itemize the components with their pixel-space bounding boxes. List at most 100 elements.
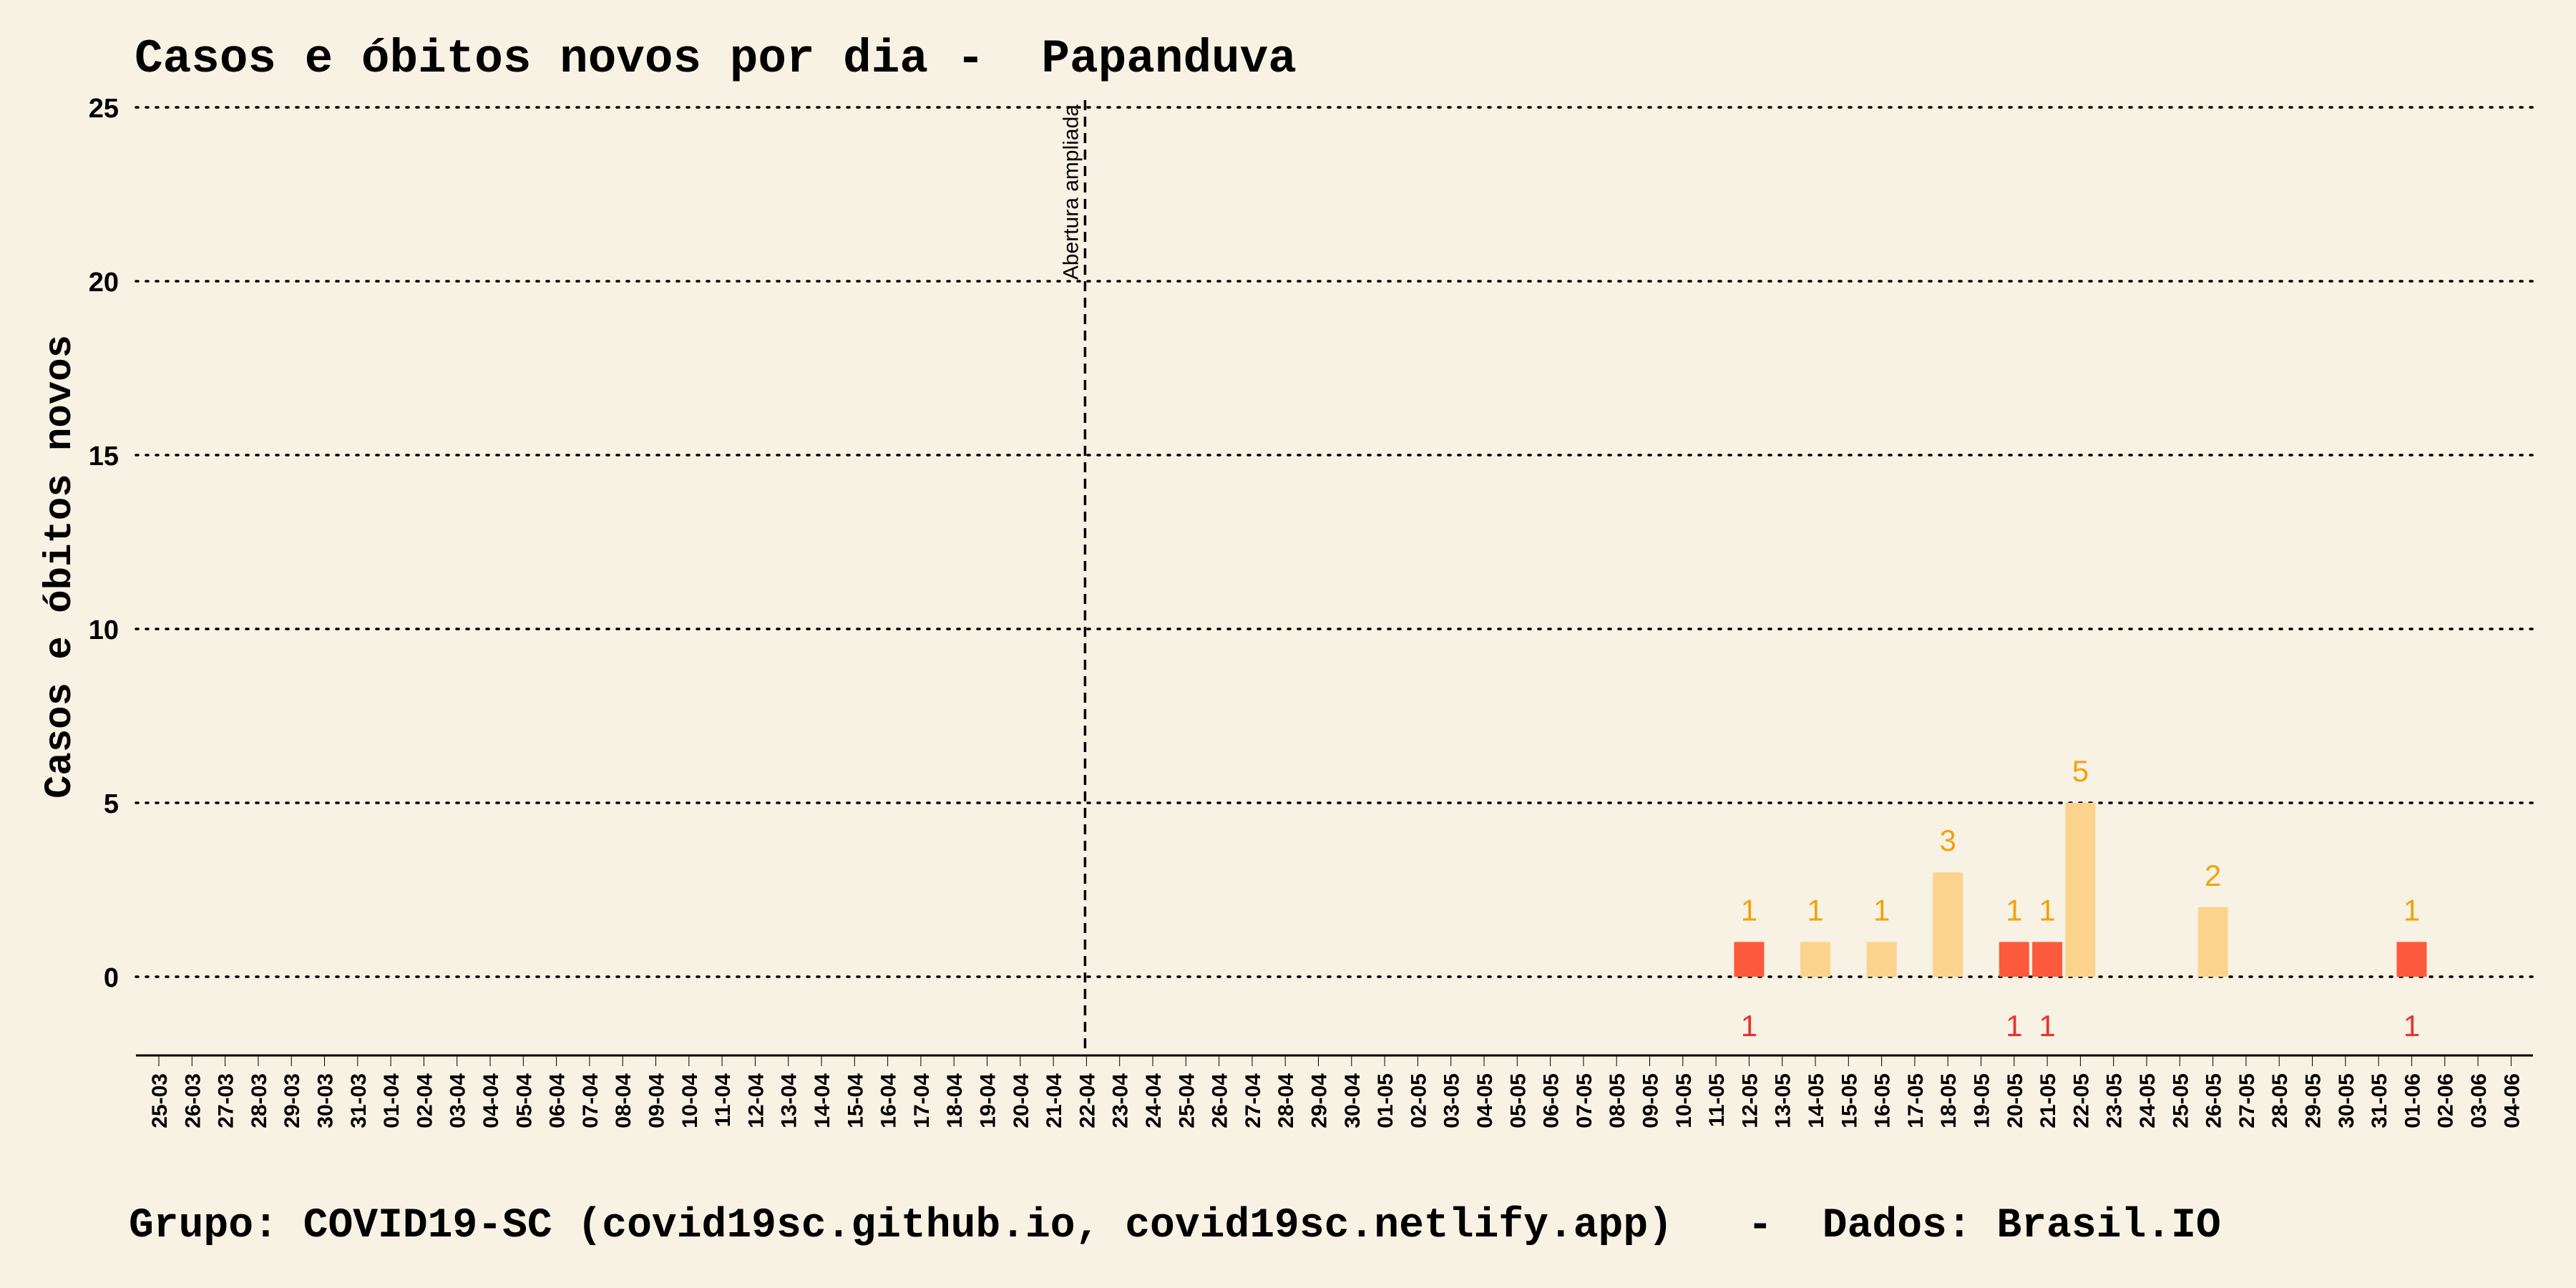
x-tick-label: 28-05 (2268, 1073, 2292, 1128)
x-tick-label: 19-04 (977, 1073, 1000, 1128)
x-tick-label: 07-05 (1573, 1073, 1596, 1128)
bar (1999, 942, 2029, 977)
x-tick-label: 23-05 (2103, 1073, 2127, 1128)
x-tick-label: 05-04 (512, 1073, 536, 1128)
bar (2065, 803, 2096, 977)
x-tick-label: 05-05 (1506, 1073, 1530, 1128)
bars (1734, 803, 2427, 977)
x-tick-label: 17-05 (1904, 1073, 1928, 1128)
x-tick-label: 12-04 (744, 1073, 768, 1128)
y-tick-label: 10 (89, 615, 119, 645)
x-tick-label: 30-03 (314, 1073, 338, 1128)
x-tick-label: 15-04 (844, 1073, 867, 1128)
bar (2197, 907, 2228, 977)
x-tick-label: 15-05 (1838, 1073, 1861, 1128)
y-tick-label: 15 (89, 441, 119, 472)
bar-value-label: 1 (2006, 893, 2022, 927)
x-tick-label: 12-05 (1738, 1073, 1762, 1128)
x-tick-label: 25-05 (2169, 1073, 2192, 1128)
x-axis-ticks: 25-03 26-03 27-03 28-03 29-03 30-03 31-03 01-04… (148, 1055, 2524, 1128)
x-tick-label: 14-05 (1805, 1073, 1828, 1128)
x-tick-label: 26-04 (1209, 1073, 1232, 1128)
y-tick-label: 20 (89, 268, 119, 298)
bar-value-label: 3 (1940, 824, 1956, 857)
x-tick-label: 18-04 (943, 1073, 967, 1128)
bar-value-label: 1 (2039, 893, 2055, 927)
x-tick-label: 22-05 (2069, 1073, 2093, 1128)
x-tick-label: 01-06 (2401, 1073, 2424, 1128)
x-tick-label: 20-04 (1010, 1073, 1033, 1128)
x-tick-label: 31-05 (2368, 1073, 2391, 1128)
x-tick-label: 01-04 (380, 1073, 404, 1128)
x-tick-label: 09-04 (645, 1073, 669, 1128)
x-tick-label: 25-04 (1175, 1073, 1199, 1128)
x-tick-label: 02-06 (2434, 1073, 2458, 1128)
x-tick-label: 27-05 (2235, 1073, 2259, 1128)
bar-value-label: 1 (1807, 893, 1823, 927)
x-tick-label: 07-04 (579, 1073, 602, 1128)
x-tick-label: 06-05 (1540, 1073, 1563, 1128)
x-tick-label: 17-04 (910, 1073, 934, 1128)
x-tick-label: 04-05 (1473, 1073, 1497, 1128)
y-tick-label: 25 (89, 94, 119, 124)
gridlines (135, 106, 2534, 978)
x-tick-label: 21-05 (2036, 1073, 2060, 1128)
x-tick-label: 27-03 (215, 1073, 238, 1128)
x-tick-label: 14-04 (811, 1073, 834, 1128)
x-tick-label: 22-04 (1075, 1073, 1099, 1128)
x-tick-label: 26-05 (2202, 1073, 2226, 1128)
bar (1800, 942, 1830, 977)
x-tick-label: 23-04 (1109, 1073, 1133, 1128)
x-tick-label: 08-05 (1606, 1073, 1629, 1128)
bar-value-label: 1 (1741, 893, 1757, 927)
x-tick-label: 02-05 (1407, 1073, 1430, 1128)
x-tick-label: 04-06 (2500, 1073, 2524, 1128)
bar-value-label: 1 (2039, 1009, 2055, 1043)
x-tick-label: 11-05 (1705, 1073, 1729, 1127)
x-tick-label: 29-05 (2302, 1073, 2326, 1128)
x-tick-label: 30-05 (2335, 1073, 2358, 1128)
x-tick-label: 24-04 (1142, 1073, 1166, 1128)
x-tick-label: 03-05 (1440, 1073, 1464, 1128)
bar-value-label: 1 (2404, 893, 2420, 927)
x-tick-label: 26-03 (181, 1073, 205, 1128)
x-tick-label: 03-06 (2467, 1073, 2491, 1128)
y-tick-label: 0 (104, 963, 119, 993)
x-tick-label: 08-04 (612, 1073, 635, 1128)
annotation-layer: Abertura ampliada (1059, 100, 1087, 1055)
x-tick-label: 28-03 (248, 1073, 271, 1128)
x-tick-label: 27-04 (1241, 1073, 1265, 1128)
x-tick-label: 29-03 (280, 1073, 304, 1128)
x-tick-label: 31-03 (347, 1073, 371, 1128)
x-tick-label: 28-04 (1274, 1073, 1298, 1128)
x-tick-label: 13-04 (778, 1073, 801, 1128)
y-tick-labels: 0 5 10 15 20 25 (89, 94, 119, 993)
bar-value-label: 1 (2404, 1009, 2420, 1043)
x-tick-label: 13-05 (1772, 1073, 1795, 1128)
x-tick-label: 19-05 (1971, 1073, 1994, 1128)
bar (1866, 942, 1897, 977)
x-tick-label: 11-04 (711, 1073, 735, 1127)
x-tick-label: 30-04 (1341, 1073, 1365, 1128)
x-tick-label: 25-03 (148, 1073, 172, 1128)
x-tick-label: 04-04 (479, 1073, 503, 1128)
bar-value-label: 2 (2205, 859, 2221, 892)
x-tick-label: 29-04 (1308, 1073, 1332, 1128)
bar-value-label: 1 (1873, 893, 1890, 927)
chart-title: Casos e óbitos novos por dia - Papanduva (135, 32, 1297, 86)
x-tick-label: 18-05 (1937, 1073, 1961, 1128)
bar (2396, 942, 2427, 977)
bar-value-label: 1 (1741, 1009, 1757, 1043)
bar-value-label: 1 (2006, 1009, 2022, 1043)
bar (2032, 942, 2063, 977)
x-tick-label: 06-04 (546, 1073, 570, 1128)
bar (1933, 872, 1963, 977)
bar (1734, 942, 1765, 977)
x-tick-label: 09-05 (1639, 1073, 1663, 1128)
x-tick-label: 10-05 (1672, 1073, 1696, 1128)
chart-caption: Grupo: COVID19-SC (covid19sc.github.io, … (129, 1203, 2221, 1249)
bar-value-label: 5 (2072, 754, 2089, 788)
